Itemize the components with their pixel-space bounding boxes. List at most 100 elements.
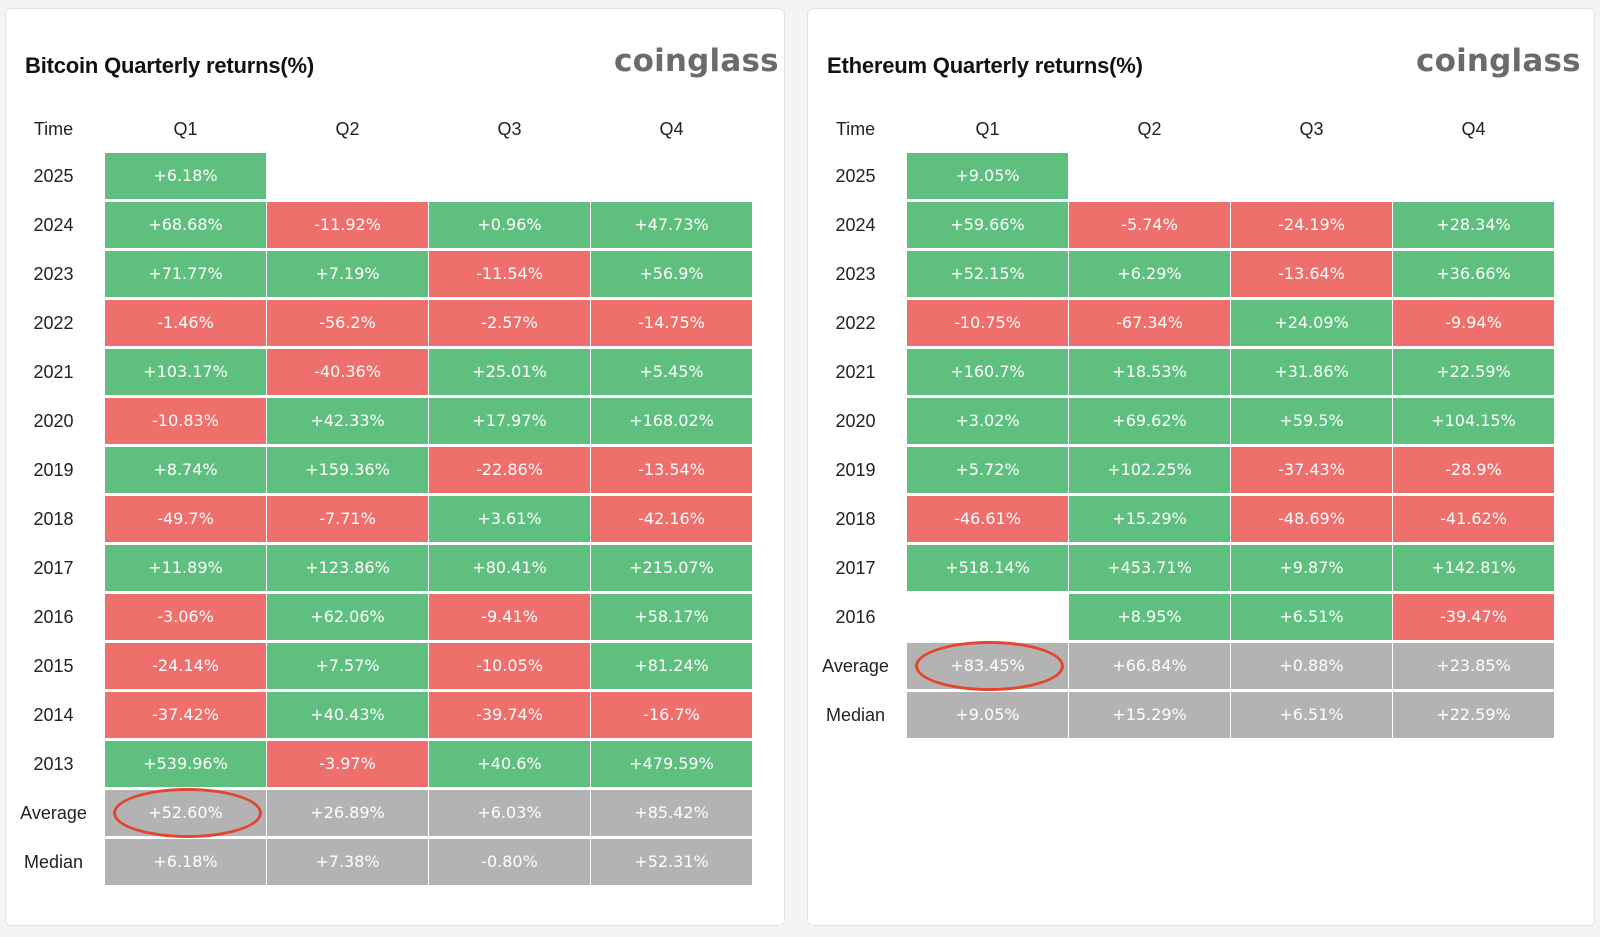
- row-label-year: 2022: [835, 313, 876, 333]
- return-cell: -41.62%: [1393, 496, 1554, 542]
- return-cell: -11.92%: [267, 202, 428, 248]
- return-cell: +9.05%: [907, 153, 1068, 199]
- return-cell: +6.18%: [105, 153, 266, 199]
- row-label-year: 2020: [33, 411, 74, 431]
- return-cell: +22.59%: [1393, 349, 1554, 395]
- return-cell: +11.89%: [105, 545, 266, 591]
- row-label-year: 2019: [835, 460, 876, 480]
- return-cell: +539.96%: [105, 741, 266, 787]
- average-cell: +66.84%: [1069, 643, 1230, 689]
- return-cell: +69.62%: [1069, 398, 1230, 444]
- return-cell: +8.74%: [105, 447, 266, 493]
- return-cell: -67.34%: [1069, 300, 1230, 346]
- return-cell: -22.86%: [429, 447, 590, 493]
- return-cell: +17.97%: [429, 398, 590, 444]
- median-cell: +6.18%: [105, 839, 266, 885]
- return-cell: +3.61%: [429, 496, 590, 542]
- row-label-year: 2017: [33, 558, 74, 578]
- median-cell: +15.29%: [1069, 692, 1230, 738]
- return-cell: +68.68%: [105, 202, 266, 248]
- return-cell: -46.61%: [907, 496, 1068, 542]
- return-cell: +80.41%: [429, 545, 590, 591]
- return-cell: -49.7%: [105, 496, 266, 542]
- median-cell: -0.80%: [429, 839, 590, 885]
- return-cell: +59.66%: [907, 202, 1068, 248]
- row-label-year: 2014: [33, 705, 74, 725]
- return-cell: -37.43%: [1231, 447, 1392, 493]
- return-cell: -10.83%: [105, 398, 266, 444]
- return-cell: +9.87%: [1231, 545, 1392, 591]
- median-cell: +7.38%: [267, 839, 428, 885]
- row-label-year: 2025: [33, 166, 74, 186]
- coinglass-logo: coinglass: [1416, 43, 1581, 79]
- return-cell: +40.6%: [429, 741, 590, 787]
- column-header-q2: Q2: [335, 119, 360, 139]
- return-cell: -9.94%: [1393, 300, 1554, 346]
- return-cell: -13.64%: [1231, 251, 1392, 297]
- return-cell: -5.74%: [1069, 202, 1230, 248]
- return-cell: -13.54%: [591, 447, 752, 493]
- return-cell: +59.5%: [1231, 398, 1392, 444]
- column-header-q3: Q3: [1299, 119, 1324, 139]
- return-cell: +215.07%: [591, 545, 752, 591]
- column-header-q3: Q3: [497, 119, 522, 139]
- row-label-median: Median: [825, 705, 886, 725]
- return-cell: +6.51%: [1231, 594, 1392, 640]
- return-cell: +42.33%: [267, 398, 428, 444]
- return-cell: +25.01%: [429, 349, 590, 395]
- return-cell: +8.95%: [1069, 594, 1230, 640]
- average-cell: +85.42%: [591, 790, 752, 836]
- column-header-time: Time: [33, 119, 74, 139]
- ethereum-table-title: Ethereum Quarterly returns(%): [827, 53, 1143, 78]
- return-cell: +52.15%: [907, 251, 1068, 297]
- average-cell: +23.85%: [1393, 643, 1554, 689]
- return-cell: -3.06%: [105, 594, 266, 640]
- return-cell: +103.17%: [105, 349, 266, 395]
- return-cell: +168.02%: [591, 398, 752, 444]
- return-cell: +102.25%: [1069, 447, 1230, 493]
- return-cell: -9.41%: [429, 594, 590, 640]
- average-cell: +26.89%: [267, 790, 428, 836]
- row-label-year: 2025: [835, 166, 876, 186]
- return-cell: +7.57%: [267, 643, 428, 689]
- row-label-year: 2023: [33, 264, 74, 284]
- return-cell: -24.19%: [1231, 202, 1392, 248]
- return-cell: -14.75%: [591, 300, 752, 346]
- return-cell: +104.15%: [1393, 398, 1554, 444]
- return-cell: +5.72%: [907, 447, 1068, 493]
- return-cell: +40.43%: [267, 692, 428, 738]
- return-cell: -39.47%: [1393, 594, 1554, 640]
- row-label-year: 2016: [835, 607, 876, 627]
- return-cell: -2.57%: [429, 300, 590, 346]
- median-cell: +52.31%: [591, 839, 752, 885]
- return-cell: +142.81%: [1393, 545, 1554, 591]
- row-label-year: 2024: [835, 215, 876, 235]
- return-cell: +62.06%: [267, 594, 428, 640]
- return-cell: -11.54%: [429, 251, 590, 297]
- return-cell: +71.77%: [105, 251, 266, 297]
- row-label-year: 2021: [33, 362, 74, 382]
- return-cell: -3.97%: [267, 741, 428, 787]
- return-cell: +0.96%: [429, 202, 590, 248]
- column-header-q2: Q2: [1137, 119, 1162, 139]
- row-label-year: 2022: [33, 313, 74, 333]
- return-cell: +56.9%: [591, 251, 752, 297]
- average-cell: +0.88%: [1231, 643, 1392, 689]
- return-cell: +5.45%: [591, 349, 752, 395]
- column-header-q1: Q1: [975, 119, 1000, 139]
- return-cell: +6.29%: [1069, 251, 1230, 297]
- return-cell: +81.24%: [591, 643, 752, 689]
- column-header-q1: Q1: [173, 119, 198, 139]
- return-cell: -24.14%: [105, 643, 266, 689]
- column-header-q4: Q4: [1461, 119, 1486, 139]
- return-cell: -10.75%: [907, 300, 1068, 346]
- bitcoin-returns-panel: Bitcoin Quarterly returns(%) coinglass T…: [5, 8, 785, 926]
- return-cell: -7.71%: [267, 496, 428, 542]
- return-cell: -39.74%: [429, 692, 590, 738]
- return-cell: -37.42%: [105, 692, 266, 738]
- return-cell: +160.7%: [907, 349, 1068, 395]
- row-label-year: 2013: [33, 754, 74, 774]
- average-cell: +52.60%: [105, 790, 266, 836]
- return-cell: +15.29%: [1069, 496, 1230, 542]
- row-label-average: Average: [822, 656, 889, 676]
